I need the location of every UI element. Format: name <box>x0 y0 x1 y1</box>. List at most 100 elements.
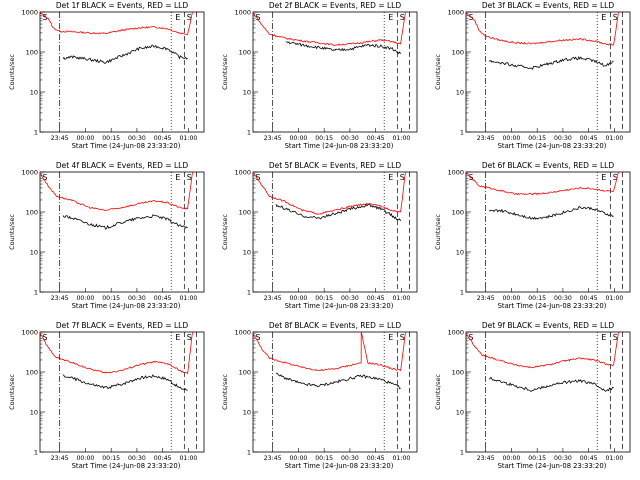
x-tick-label: 23:45 <box>477 455 495 462</box>
x-tick-label: 00:15 <box>102 455 120 462</box>
chart-svg: Det 1f BLACK = Events, RED = LLD 1 10 100 10… <box>8 1 205 150</box>
chart-title: Det 4f BLACK = Events, RED = LLD <box>56 161 189 170</box>
x-axis-label: Start Time (24-Jun-08 23:33:20) <box>498 142 607 150</box>
series-line-events <box>488 206 614 220</box>
region-marker-label: S <box>255 173 260 182</box>
x-tick-label: 23:45 <box>51 455 69 462</box>
y-tick-label: 100 <box>452 369 464 377</box>
x-tick-label: 00:45 <box>580 455 598 462</box>
chart-panel: Det 9f BLACK = Events, RED = LLD 1 10 100 10… <box>426 320 639 480</box>
chart-svg: Det 2f BLACK = Events, RED = LLD 1 10 100 10… <box>221 1 418 150</box>
plot-frame <box>465 11 631 133</box>
y-tick-label: 100 <box>452 209 464 217</box>
x-tick-label: 01:00 <box>392 295 410 302</box>
x-axis-label: Start Time (24-Jun-08 23:33:20) <box>285 462 394 470</box>
y-tick-label: 1000 <box>447 169 464 177</box>
y-tick-label: 10 <box>30 249 38 257</box>
x-tick-label: 00:45 <box>154 295 172 302</box>
region-marker-label: E <box>175 333 180 342</box>
y-tick-label: 1 <box>247 129 251 137</box>
y-tick-label: 10 <box>456 249 464 257</box>
x-tick-label: 00:45 <box>580 295 598 302</box>
chart-panel: Det 1f BLACK = Events, RED = LLD 1 10 100 10… <box>0 0 213 160</box>
x-axis-label: Start Time (24-Jun-08 23:33:20) <box>72 462 181 470</box>
x-tick-label: 23:45 <box>264 455 282 462</box>
y-tick-label: 1 <box>247 449 251 457</box>
y-axis-label: Counts/sec <box>8 374 16 410</box>
region-marker-label: S <box>613 173 618 182</box>
region-marker-label: S <box>400 333 405 342</box>
region-marker-label: S <box>187 173 192 182</box>
series-line-lld <box>252 11 406 46</box>
chart-svg: Det 5f BLACK = Events, RED = LLD 1 10 100 10… <box>221 161 418 310</box>
x-tick-label: 00:30 <box>341 455 359 462</box>
chart-svg: Det 7f BLACK = Events, RED = LLD 1 10 100 10… <box>8 321 205 470</box>
region-marker-label: E <box>601 13 606 22</box>
region-marker-label: S <box>400 173 405 182</box>
chart-panel: Det 6f BLACK = Events, RED = LLD 1 10 100 10… <box>426 160 639 320</box>
y-tick-label: 1 <box>34 129 38 137</box>
x-tick-label: 23:45 <box>51 295 69 302</box>
y-tick-label: 10 <box>30 89 38 97</box>
y-tick-label: 100 <box>26 49 38 57</box>
y-tick-label: 1 <box>34 449 38 457</box>
y-tick-label: 1000 <box>234 169 251 177</box>
chart-panel: Det 2f BLACK = Events, RED = LLD 1 10 100 10… <box>213 0 426 160</box>
y-tick-label: 10 <box>243 409 251 417</box>
y-tick-label: 10 <box>243 89 251 97</box>
x-axis-label: Start Time (24-Jun-08 23:33:20) <box>72 302 181 310</box>
region-marker-label: E <box>601 333 606 342</box>
y-axis-label: Counts/sec <box>221 374 229 410</box>
y-tick-label: 1000 <box>21 169 38 177</box>
series-line-lld <box>465 11 619 46</box>
region-marker-label: S <box>42 173 47 182</box>
chart-panel: Det 4f BLACK = Events, RED = LLD 1 10 100 10… <box>0 160 213 320</box>
x-tick-label: 00:45 <box>154 455 172 462</box>
plot-frame <box>465 171 631 293</box>
series-line-lld <box>39 171 193 211</box>
y-tick-label: 100 <box>452 49 464 57</box>
plot-frame <box>252 331 418 453</box>
x-tick-label: 00:45 <box>367 455 385 462</box>
chart-panel: Det 7f BLACK = Events, RED = LLD 1 10 100 10… <box>0 320 213 480</box>
x-tick-label: 01:00 <box>179 295 197 302</box>
region-marker-label: S <box>42 13 47 22</box>
series-line-lld <box>252 331 406 372</box>
chart-title: Det 3f BLACK = Events, RED = LLD <box>482 1 615 10</box>
region-marker-label: E <box>175 173 180 182</box>
x-axis-label: Start Time (24-Jun-08 23:33:20) <box>498 302 607 310</box>
chart-svg: Det 9f BLACK = Events, RED = LLD 1 10 100 10… <box>434 321 631 470</box>
x-tick-label: 00:30 <box>554 135 572 142</box>
plot-frame <box>252 11 418 133</box>
series-line-lld <box>465 171 619 196</box>
x-tick-label: 00:00 <box>503 455 521 462</box>
chart-title: Det 6f BLACK = Events, RED = LLD <box>482 161 615 170</box>
region-marker-label: E <box>388 333 393 342</box>
series-line-events <box>285 41 401 55</box>
x-tick-label: 00:30 <box>341 135 359 142</box>
x-tick-label: 00:15 <box>528 455 546 462</box>
series-line-events <box>62 44 188 64</box>
x-tick-label: 00:30 <box>128 295 146 302</box>
x-axis-label: Start Time (24-Jun-08 23:33:20) <box>498 462 607 470</box>
series-line-lld <box>39 11 193 36</box>
y-tick-label: 1 <box>460 129 464 137</box>
y-axis-label: Counts/sec <box>434 374 442 410</box>
y-tick-label: 1000 <box>234 9 251 17</box>
x-tick-label: 23:45 <box>264 295 282 302</box>
chart-panel: Det 3f BLACK = Events, RED = LLD 1 10 100 10… <box>426 0 639 160</box>
plot-frame <box>39 171 205 293</box>
region-marker-label: E <box>388 173 393 182</box>
region-marker-label: S <box>187 333 192 342</box>
x-tick-label: 00:30 <box>341 295 359 302</box>
plot-frame <box>39 331 205 453</box>
series-line-events <box>488 56 614 70</box>
chart-panel: Det 5f BLACK = Events, RED = LLD 1 10 100 10… <box>213 160 426 320</box>
chart-title: Det 5f BLACK = Events, RED = LLD <box>269 161 402 170</box>
y-axis-label: Counts/sec <box>434 54 442 90</box>
y-tick-label: 100 <box>26 369 38 377</box>
chart-title: Det 7f BLACK = Events, RED = LLD <box>56 321 189 330</box>
x-tick-label: 00:45 <box>580 135 598 142</box>
chart-title: Det 1f BLACK = Events, RED = LLD <box>56 1 189 10</box>
